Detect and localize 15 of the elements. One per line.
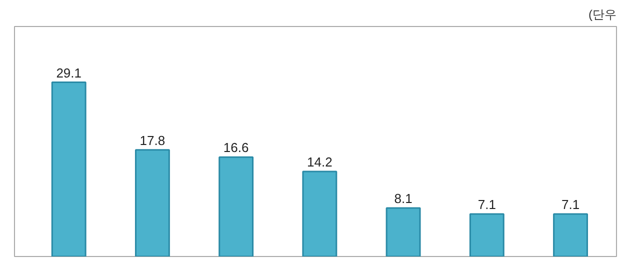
- bar: [218, 156, 254, 256]
- bar: [134, 149, 170, 256]
- data-label: 16.6: [223, 140, 249, 156]
- bar: [553, 213, 588, 256]
- text: (단우: [588, 8, 617, 22]
- bar: [386, 207, 421, 256]
- data-label: 7.1: [478, 196, 496, 212]
- bar: [51, 82, 86, 256]
- bar: [302, 170, 338, 256]
- bar: [469, 213, 504, 256]
- data-label: 17.8: [140, 132, 166, 148]
- data-label: 7.1: [561, 196, 580, 212]
- data-label: 8.1: [394, 191, 412, 206]
- data-label: 14.2: [307, 154, 332, 170]
- data-label: 29.1: [56, 65, 82, 80]
